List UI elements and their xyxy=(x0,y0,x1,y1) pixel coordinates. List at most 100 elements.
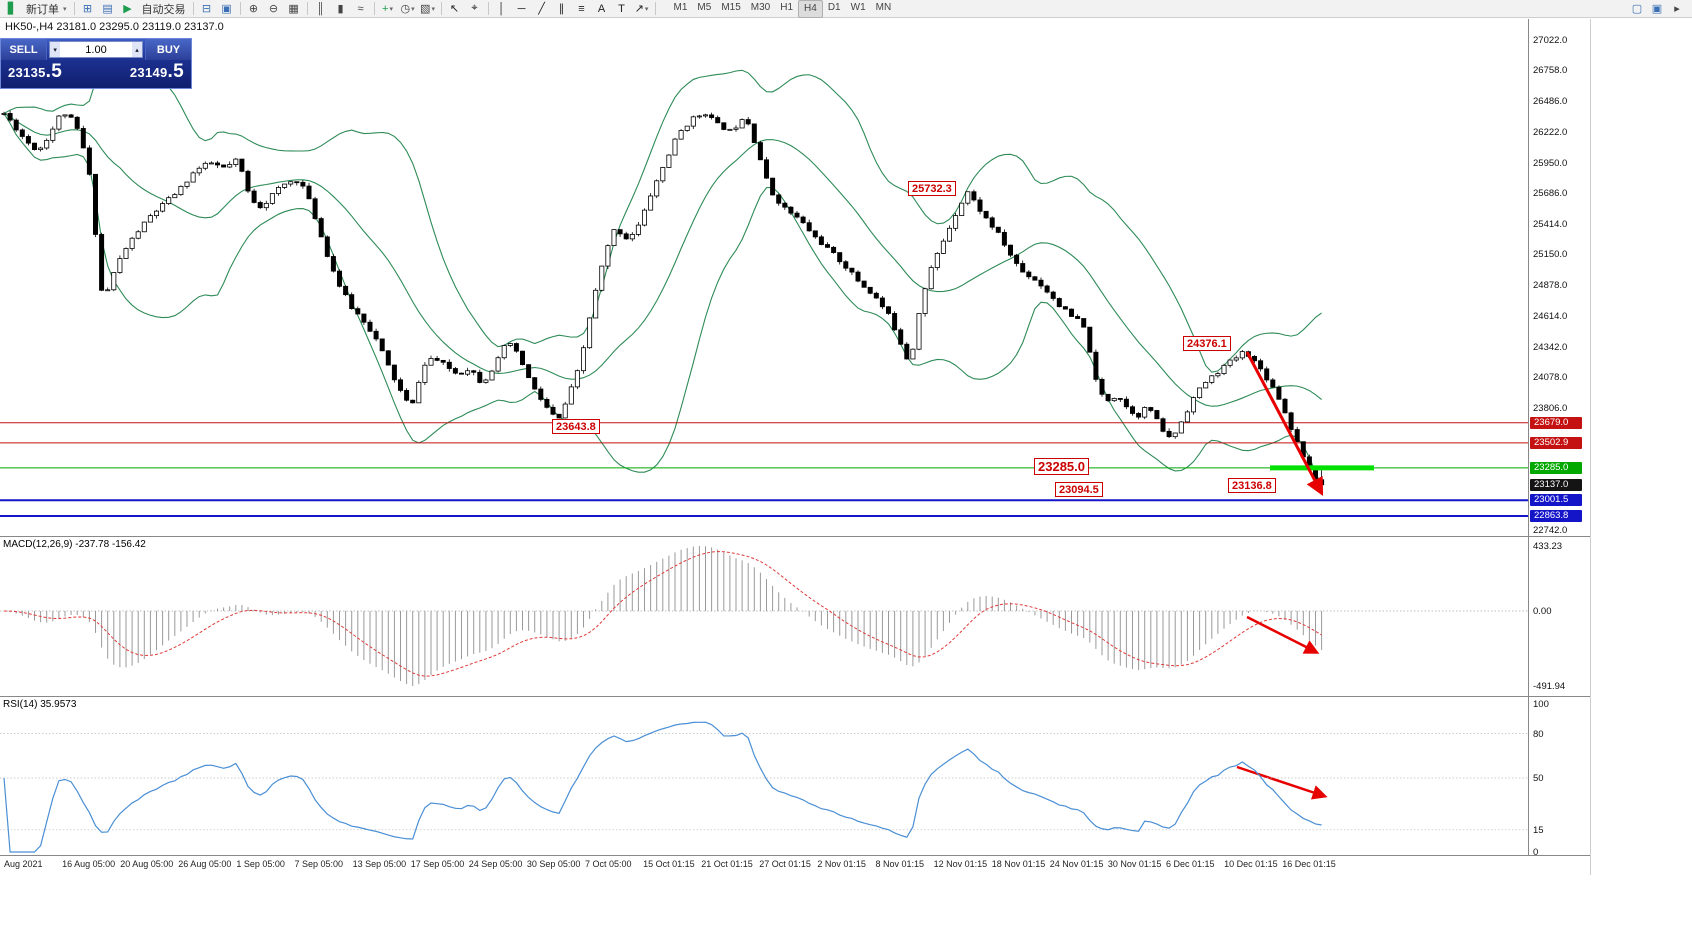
horizontal-line-icon: ─ xyxy=(517,2,526,15)
toolbar-separator xyxy=(192,2,194,15)
toolbar-separator xyxy=(239,2,241,15)
toolbar-separator xyxy=(306,2,308,15)
dropdown-caret-icon: ▾ xyxy=(644,5,649,13)
crosshair-icon[interactable]: ⌖ xyxy=(465,1,485,17)
chart-window-icon[interactable]: ⊞ xyxy=(78,1,98,17)
periods-icon[interactable]: ◷ ▾ xyxy=(398,1,418,17)
tile-windows-icon: ⊟ xyxy=(201,3,212,15)
timeframe-h4-button[interactable]: H4 xyxy=(798,0,823,18)
buy-price-main: 23149 xyxy=(129,65,168,80)
volume-field: ▾ ▴ xyxy=(49,41,143,58)
timeframe-m15-button[interactable]: M15 xyxy=(721,2,741,13)
zoom-out-icon: ⊖ xyxy=(268,3,279,15)
line-chart-icon[interactable]: ≈ xyxy=(351,1,371,17)
line-chart-icon: ≈ xyxy=(357,2,364,15)
timeframe-w1-button[interactable]: W1 xyxy=(850,2,866,13)
one-click-prices: 23135.5 23149.5 xyxy=(1,60,191,88)
grid-icon[interactable]: ▦ xyxy=(284,1,304,17)
fibonacci-icon[interactable]: ≡ xyxy=(572,1,592,17)
macd-indicator-label: MACD(12,26,9) -237.78 -156.42 xyxy=(3,539,146,550)
autotrading-play-icon[interactable]: ▶ xyxy=(118,1,138,17)
buy-price[interactable]: 23149.5 xyxy=(130,61,184,83)
sell-price-frac: .5 xyxy=(45,61,63,82)
cursor-icon[interactable]: ↖ xyxy=(445,1,465,17)
rsi-panel-splitter[interactable] xyxy=(0,694,1590,698)
price-callout[interactable]: 23136.8 xyxy=(1228,478,1276,493)
indicators-icon[interactable]: + ▾ xyxy=(378,1,398,17)
macd-panel-splitter[interactable] xyxy=(0,534,1590,538)
tile-windows-icon[interactable]: ⊟ xyxy=(197,1,217,17)
chart-window-icon: ⊞ xyxy=(82,3,93,15)
autotrading-play-icon: ▶ xyxy=(123,3,132,15)
equidistant-channel-icon[interactable]: ∥ xyxy=(552,1,572,17)
indicators-icon: + xyxy=(382,2,389,15)
price-callout[interactable]: 23643.8 xyxy=(552,419,600,434)
chart-window-menu-icon: ▣ xyxy=(1651,3,1663,15)
ohlc-readout: HK50-,H4 23181.0 23295.0 23119.0 23137.0 xyxy=(5,21,224,33)
chart-window-menu-icon[interactable]: ▣ xyxy=(1647,1,1667,17)
grid-icon: ▦ xyxy=(288,3,299,15)
volume-down-icon[interactable]: ▾ xyxy=(50,42,61,57)
text-label-tool-icon: T xyxy=(618,2,625,15)
text-label-tool-icon[interactable]: T xyxy=(612,1,632,17)
vertical-line-icon: │ xyxy=(498,2,505,15)
zoom-out-icon[interactable]: ⊖ xyxy=(264,1,284,17)
timeframe-m1-button[interactable]: M1 xyxy=(673,2,688,13)
profiles-icon[interactable]: ▤ xyxy=(98,1,118,17)
buy-price-frac: .5 xyxy=(167,61,184,82)
templates-icon[interactable]: ▧ ▾ xyxy=(418,1,438,17)
timeframe-toolbar: M1 M5 M15 M30 H1 H4 D1 W1 MN xyxy=(669,0,897,18)
arrows-tool-icon[interactable]: ↗ ▾ xyxy=(632,1,652,17)
periods-icon: ◷ xyxy=(400,3,411,15)
price-callout[interactable]: 25732.3 xyxy=(908,181,956,196)
autotrading-button[interactable]: 自动交易 xyxy=(138,1,190,17)
arrows-tool-icon: ↗ xyxy=(634,3,644,15)
timeframe-h1-button[interactable]: H1 xyxy=(780,2,794,13)
new-chart-icon[interactable]: ▋ xyxy=(2,1,22,17)
toolbar-right-group: ▢ ▣ ▸ xyxy=(1627,1,1687,17)
new-chart-icon: ▋ xyxy=(7,3,17,15)
cascade-windows-icon: ▣ xyxy=(221,3,232,15)
new-order-button-label: 新订单 xyxy=(26,3,59,16)
dropdown-caret-icon: ▾ xyxy=(431,5,435,13)
toolbar-overflow-icon: ▸ xyxy=(1674,3,1680,15)
toolbar-overflow-icon[interactable]: ▸ xyxy=(1667,1,1687,17)
new-order-button[interactable]: 新订单 ▾ xyxy=(22,1,71,17)
dropdown-caret-icon: ▾ xyxy=(411,5,415,13)
cursor-icon: ↖ xyxy=(449,3,460,15)
equidistant-channel-icon: ∥ xyxy=(558,3,565,15)
zoom-in-icon[interactable]: ⊕ xyxy=(244,1,264,17)
text-tool-icon: A xyxy=(597,2,606,15)
price-callout[interactable]: 23285.0 xyxy=(1034,458,1089,475)
trendline-icon[interactable]: ╱ xyxy=(532,1,552,17)
sell-button[interactable]: SELL xyxy=(1,39,47,60)
price-callout[interactable]: 23094.5 xyxy=(1055,482,1103,497)
trendline-icon: ╱ xyxy=(538,3,545,15)
toolbar-separator xyxy=(487,2,489,15)
bar-chart-icon[interactable]: ║ xyxy=(311,1,331,17)
timeframe-m5-button[interactable]: M5 xyxy=(697,2,712,13)
chart-expand-icon[interactable]: ▢ xyxy=(1627,1,1647,17)
price-callout[interactable]: 24376.1 xyxy=(1183,336,1231,351)
templates-icon: ▧ xyxy=(420,3,431,15)
autotrading-button-label: 自动交易 xyxy=(141,3,186,16)
toolbar-separator xyxy=(73,2,75,15)
toolbar-separator xyxy=(654,2,656,15)
cascade-windows-icon[interactable]: ▣ xyxy=(217,1,237,17)
text-tool-icon[interactable]: A xyxy=(592,1,612,17)
candlestick-chart-icon: ▮ xyxy=(337,3,344,15)
bar-chart-icon: ║ xyxy=(316,2,325,15)
sell-price[interactable]: 23135.5 xyxy=(8,61,62,83)
timeframe-mn-button[interactable]: MN xyxy=(875,2,892,13)
volume-up-icon[interactable]: ▴ xyxy=(131,42,143,57)
fibonacci-icon: ≡ xyxy=(578,2,585,15)
vertical-line-icon[interactable]: │ xyxy=(492,1,512,17)
candlestick-chart-icon[interactable]: ▮ xyxy=(331,1,351,17)
volume-input[interactable] xyxy=(60,42,132,57)
timeframe-m30-button[interactable]: M30 xyxy=(750,2,771,13)
horizontal-line-icon[interactable]: ─ xyxy=(512,1,532,17)
buy-button[interactable]: BUY xyxy=(145,39,191,60)
timeframe-d1-button[interactable]: D1 xyxy=(827,2,841,13)
